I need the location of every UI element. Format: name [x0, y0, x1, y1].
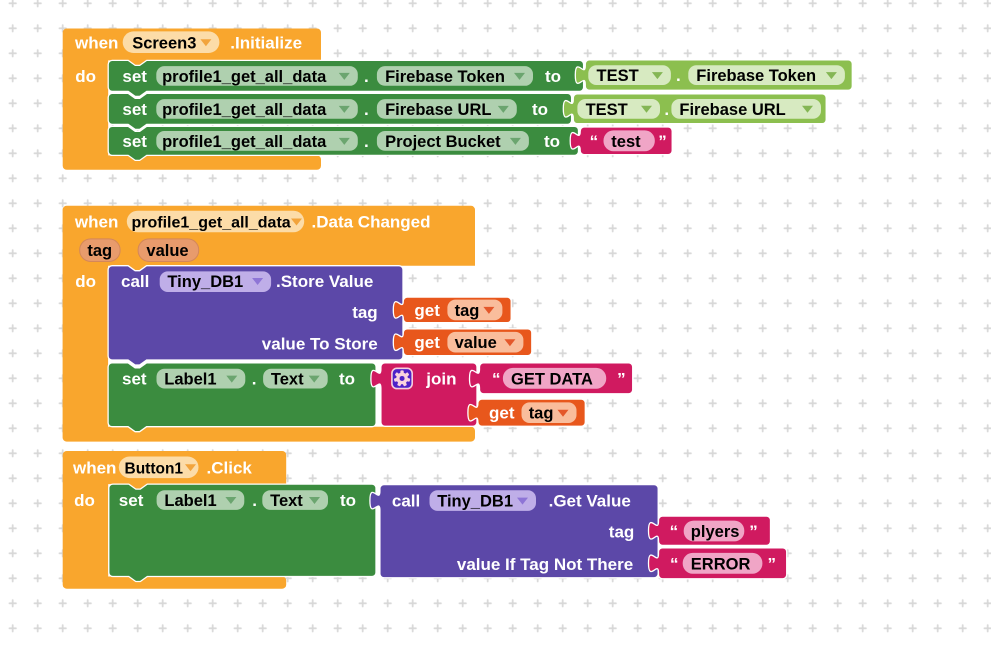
svg-text:Tiny_DB1: Tiny_DB1 — [437, 493, 513, 511]
svg-text:tag: tag — [455, 302, 480, 320]
svg-text:Firebase URL: Firebase URL — [385, 101, 491, 119]
svg-text:set: set — [122, 132, 147, 151]
svg-text:get: get — [489, 404, 515, 423]
svg-text:profile1_get_all_data: profile1_get_all_data — [162, 101, 327, 119]
svg-text:tag: tag — [87, 242, 112, 260]
svg-text:join: join — [425, 370, 456, 389]
svg-text:value: value — [455, 334, 497, 352]
svg-text:profile1_get_all_data: profile1_get_all_data — [132, 215, 291, 232]
svg-text:tag: tag — [609, 522, 635, 541]
svg-text:.: . — [364, 67, 369, 86]
svg-text:get: get — [414, 333, 440, 352]
svg-text:tag: tag — [529, 405, 554, 423]
svg-text:”: ” — [617, 369, 626, 388]
svg-text:.: . — [252, 491, 257, 510]
svg-text:do: do — [75, 272, 96, 291]
svg-text:value To Store: value To Store — [262, 335, 378, 354]
svg-text:value: value — [146, 242, 188, 260]
svg-text:GET DATA: GET DATA — [511, 370, 593, 388]
svg-text:.: . — [252, 370, 257, 389]
svg-text:.Initialize: .Initialize — [230, 33, 302, 52]
svg-text:to: to — [532, 100, 548, 119]
svg-text:Button1: Button1 — [125, 460, 184, 477]
svg-text:TEST: TEST — [586, 101, 628, 119]
svg-text:to: to — [545, 67, 561, 86]
svg-text:set: set — [119, 491, 144, 510]
svg-text:.: . — [364, 132, 369, 151]
svg-text:“: “ — [492, 369, 501, 388]
svg-text:Firebase URL: Firebase URL — [679, 101, 785, 119]
svg-text:.: . — [676, 66, 681, 85]
svg-text:profile1_get_all_data: profile1_get_all_data — [162, 68, 327, 86]
svg-text:Text: Text — [270, 492, 303, 510]
svg-text:.Click: .Click — [207, 458, 253, 477]
svg-text:Label1: Label1 — [164, 492, 216, 510]
svg-text:Project Bucket: Project Bucket — [385, 133, 501, 151]
svg-text:when: when — [74, 33, 118, 52]
svg-text:.: . — [364, 100, 369, 119]
svg-text:”: ” — [749, 522, 758, 541]
svg-text:call: call — [121, 272, 149, 291]
svg-text:.: . — [664, 100, 669, 119]
svg-text:get: get — [414, 301, 440, 320]
svg-text:when: when — [72, 458, 116, 477]
svg-text:value If Tag Not There: value If Tag Not There — [457, 555, 633, 574]
svg-text:“: “ — [670, 522, 679, 541]
svg-text:”: ” — [658, 132, 667, 151]
svg-text:set: set — [122, 370, 147, 389]
svg-text:do: do — [75, 67, 96, 86]
svg-text:”: ” — [768, 554, 777, 573]
svg-text:profile1_get_all_data: profile1_get_all_data — [162, 133, 327, 151]
svg-text:“: “ — [670, 554, 679, 573]
svg-text:Tiny_DB1: Tiny_DB1 — [167, 273, 243, 291]
svg-text:“: “ — [590, 132, 599, 151]
svg-text:.Store Value: .Store Value — [276, 272, 373, 291]
svg-text:ERROR: ERROR — [691, 555, 751, 573]
svg-text:call: call — [392, 492, 420, 511]
svg-text:tag: tag — [352, 303, 378, 322]
svg-text:when: when — [74, 213, 118, 232]
svg-text:set: set — [122, 67, 147, 86]
svg-text:Label1: Label1 — [164, 371, 216, 389]
svg-text:Firebase Token: Firebase Token — [385, 68, 505, 86]
svg-text:to: to — [340, 491, 356, 510]
svg-text:Text: Text — [271, 371, 304, 389]
svg-text:TEST: TEST — [597, 67, 639, 85]
svg-text:test: test — [611, 133, 641, 151]
svg-text:Firebase Token: Firebase Token — [696, 67, 816, 85]
svg-text:set: set — [122, 100, 147, 119]
svg-text:Screen3: Screen3 — [132, 34, 196, 52]
svg-text:to: to — [339, 370, 355, 389]
svg-text:plyers: plyers — [691, 523, 740, 541]
svg-text:do: do — [74, 491, 95, 510]
svg-text:.Get Value: .Get Value — [549, 492, 631, 511]
svg-text:.Data Changed: .Data Changed — [312, 213, 431, 232]
svg-text:to: to — [544, 132, 560, 151]
